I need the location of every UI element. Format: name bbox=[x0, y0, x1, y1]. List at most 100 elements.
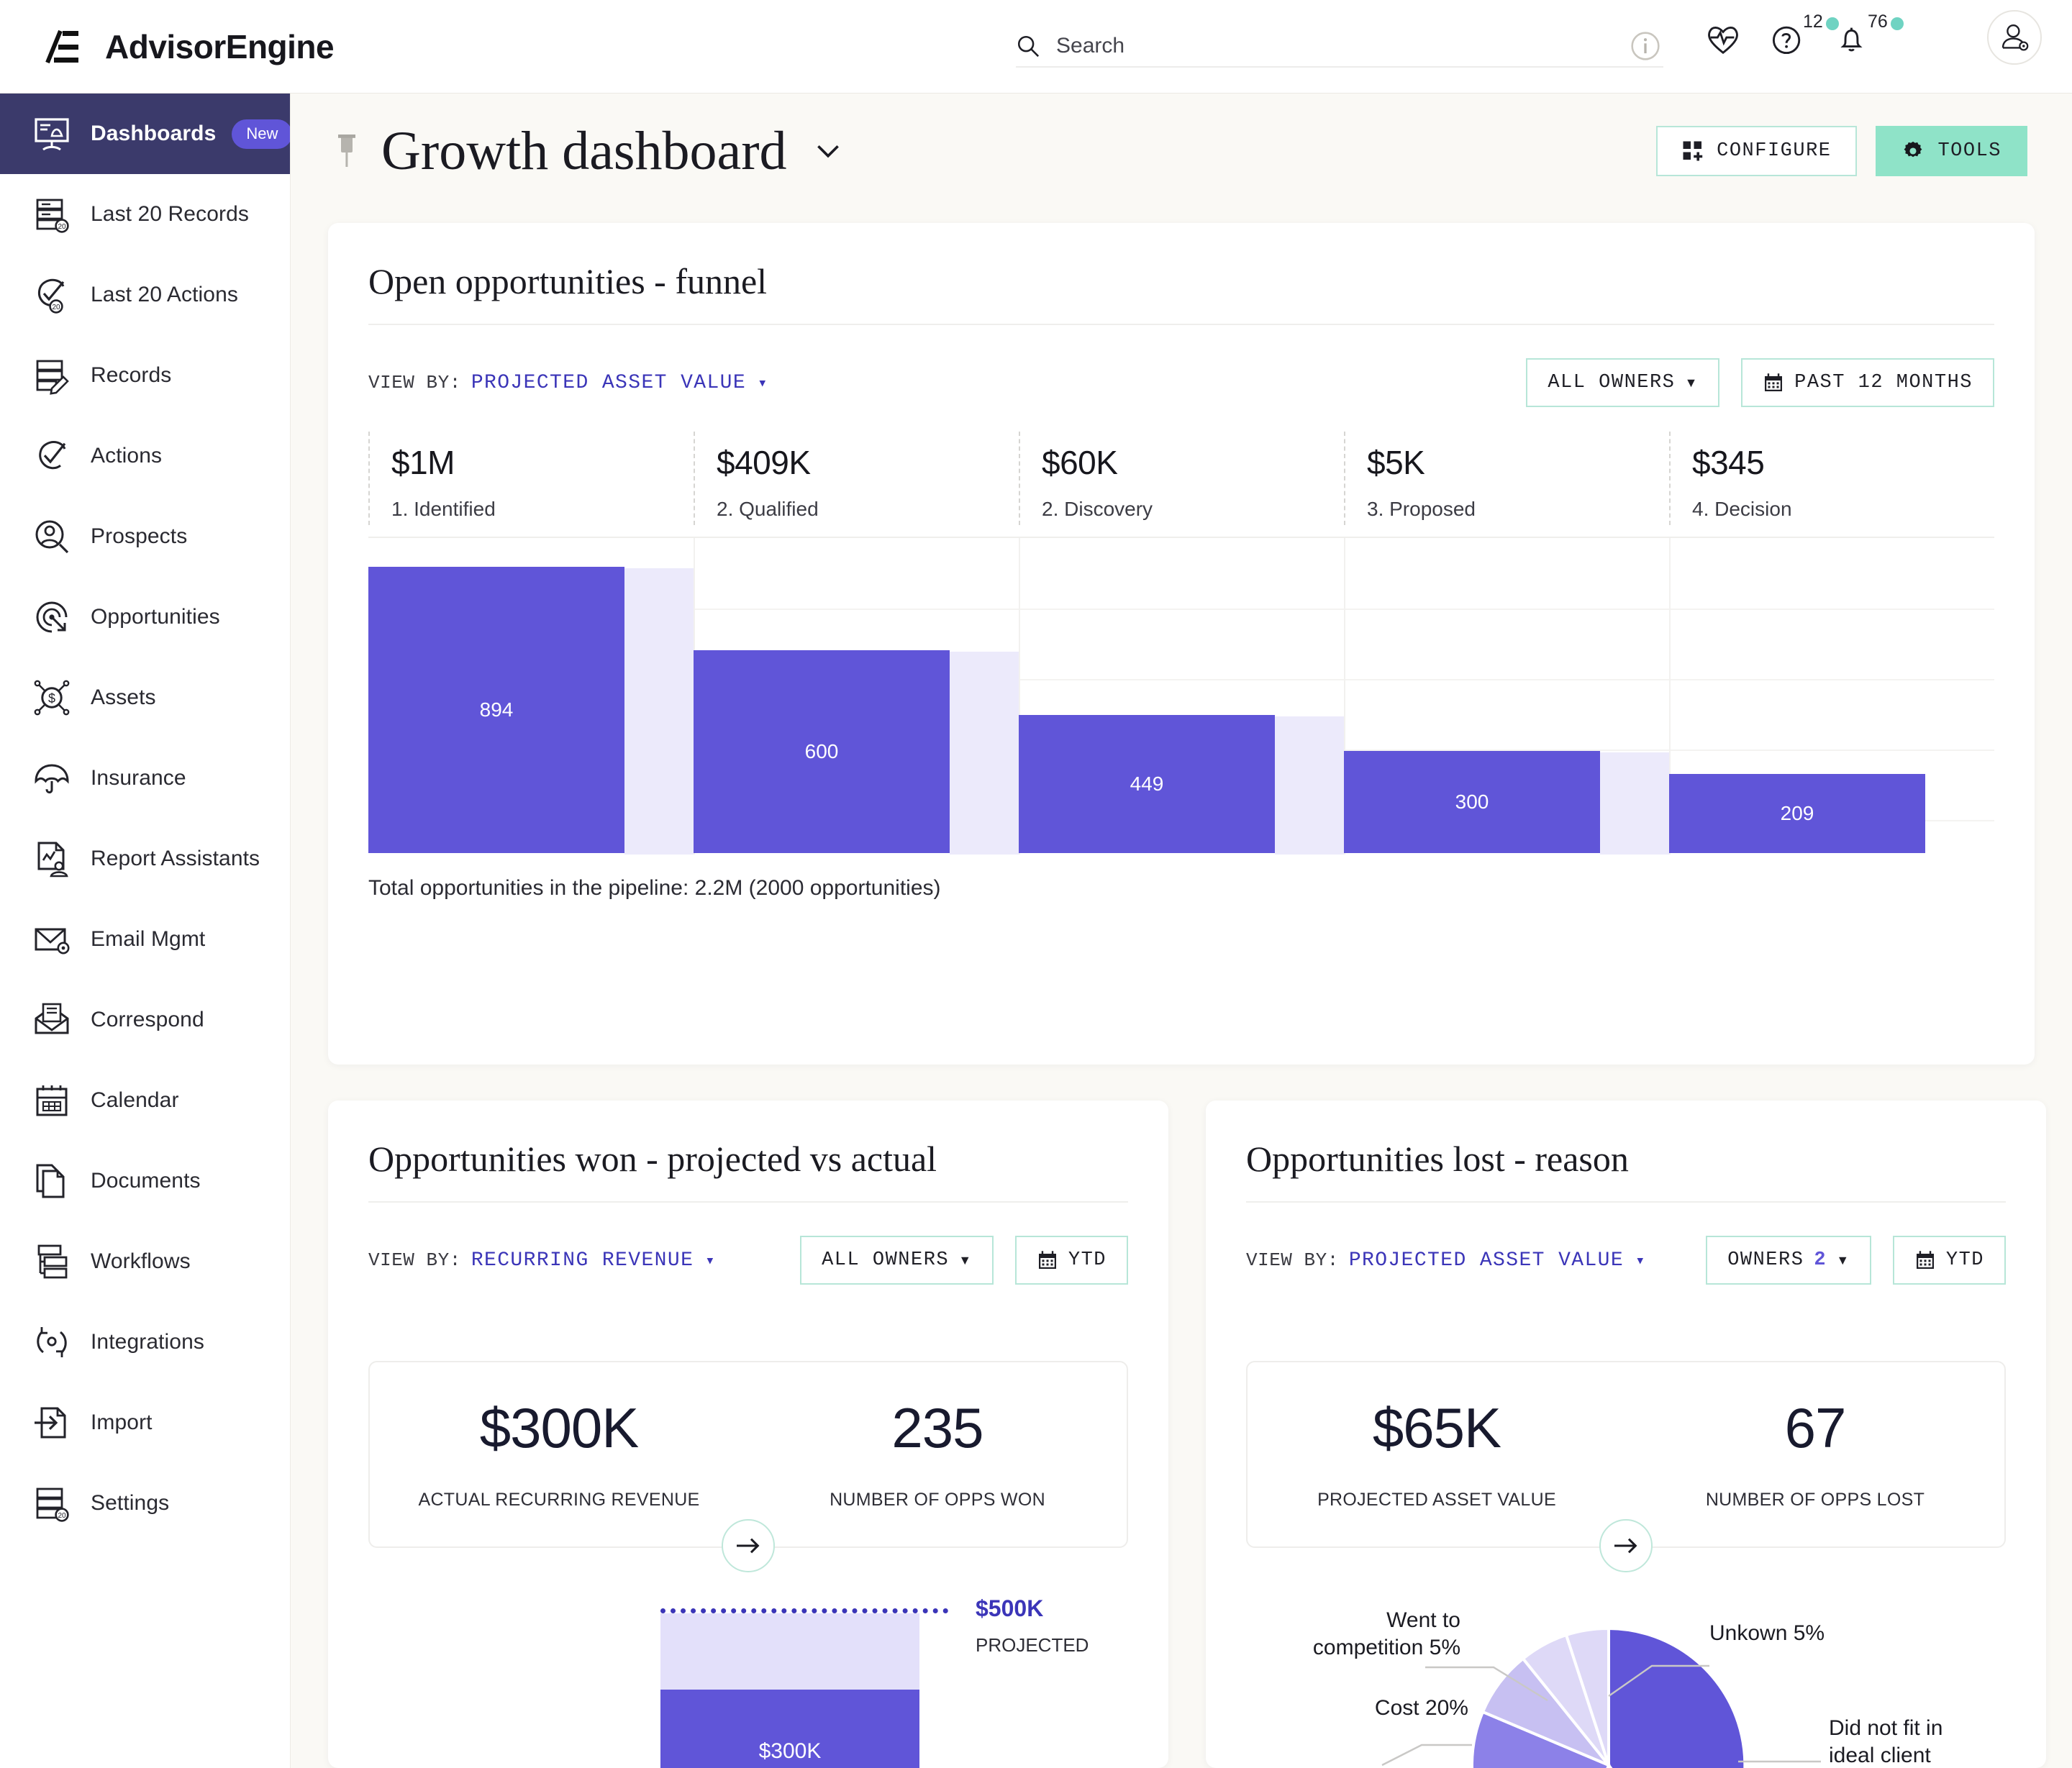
sidebar-item-calendar[interactable]: Calendar bbox=[0, 1060, 290, 1141]
search-bar[interactable] bbox=[1016, 26, 1663, 68]
chevron-down-icon: ▾ bbox=[705, 1252, 716, 1270]
sidebar-item-email-mgmt[interactable]: Email Mgmt bbox=[0, 899, 290, 980]
date-filter-button[interactable]: YTD bbox=[1014, 1236, 1128, 1285]
sidebar-item-label: Workflows bbox=[91, 1249, 191, 1273]
funnel-stage-name: 4. Decision bbox=[1692, 498, 1792, 520]
date-filter-label: YTD bbox=[1945, 1249, 1984, 1271]
sidebar-item-import[interactable]: Import bbox=[0, 1382, 290, 1463]
bell-icon[interactable]: 76 bbox=[1835, 12, 1904, 58]
tools-label: TOOLS bbox=[1937, 140, 2001, 162]
search-input[interactable] bbox=[1056, 30, 1560, 62]
page-header-actions: CONFIGURE TOOLS bbox=[1656, 126, 2027, 176]
pulse-icon[interactable] bbox=[1705, 20, 1741, 58]
sidebar-item-prospects[interactable]: Prospects bbox=[0, 496, 290, 577]
sidebar-item-workflows[interactable]: Workflows bbox=[0, 1221, 290, 1302]
date-filter-label: YTD bbox=[1068, 1249, 1107, 1271]
sidebar-item-label: Integrations bbox=[91, 1330, 204, 1354]
tools-button[interactable]: TOOLS bbox=[1876, 126, 2027, 176]
svg-text:$: $ bbox=[48, 691, 55, 706]
viewby-dropdown[interactable]: PROJECTED ASSET VALUE ▾ bbox=[471, 371, 768, 394]
won-next-button[interactable] bbox=[722, 1519, 775, 1572]
stat-label: NUMBER OF OPPS WON bbox=[830, 1490, 1045, 1510]
integrations-sync-icon bbox=[37, 1327, 67, 1357]
pin-icon[interactable] bbox=[335, 133, 358, 169]
sidebar-item-insurance[interactable]: Insurance bbox=[0, 738, 290, 819]
viewby-dropdown[interactable]: PROJECTED ASSET VALUE ▾ bbox=[1348, 1249, 1646, 1272]
funnel-stage-header: $1M 1. Identified bbox=[368, 432, 694, 525]
stat-projected-asset-value: $65K PROJECTED ASSET VALUE bbox=[1248, 1362, 1626, 1546]
sidebar-item-assets[interactable]: $ Assets bbox=[0, 657, 290, 738]
sidebar-item-actions[interactable]: Actions bbox=[0, 416, 290, 496]
help-circle-icon[interactable]: 12 bbox=[1770, 12, 1839, 58]
funnel-stage-value: $409K bbox=[717, 444, 811, 481]
pie-label-did-not-fit: Did not fit in ideal client bbox=[1829, 1716, 1943, 1768]
funnel-bar[interactable]: 894 bbox=[368, 567, 624, 853]
pie-slice-unkown-b bbox=[1564, 1626, 1610, 1766]
owners-filter-button[interactable]: ALL OWNERS ▾ bbox=[800, 1236, 994, 1285]
sidebar-item-label: Last 20 Records bbox=[91, 202, 249, 226]
date-filter-button[interactable]: PAST 12 MONTHS bbox=[1741, 358, 1994, 407]
owners-filter-button[interactable]: OWNERS 2 ▾ bbox=[1706, 1236, 1871, 1285]
sidebar-item-label: Last 20 Actions bbox=[91, 283, 238, 306]
search-icon bbox=[1017, 35, 1040, 58]
opportunities-won-card: Opportunities won - projected vs actual … bbox=[328, 1101, 1168, 1768]
chevron-down-icon[interactable] bbox=[816, 143, 840, 159]
date-filter-button[interactable]: YTD bbox=[1892, 1236, 2006, 1285]
stat-actual-recurring-revenue: $300K ACTUAL RECURRING REVENUE bbox=[370, 1362, 748, 1546]
sidebar-item-last-20-actions[interactable]: 20 Last 20 Actions bbox=[0, 255, 290, 335]
configure-button[interactable]: CONFIGURE bbox=[1656, 126, 1858, 176]
divider bbox=[1246, 1201, 2006, 1203]
owners-filter-button[interactable]: ALL OWNERS ▾ bbox=[1526, 358, 1720, 407]
pie-slice-did-not-fit bbox=[1607, 1626, 1747, 1768]
help-badge-count: 12 bbox=[1803, 12, 1823, 32]
sidebar-item-settings[interactable]: 20 Settings bbox=[0, 1463, 290, 1544]
brand[interactable]: AdvisorEngine bbox=[45, 27, 335, 66]
chevron-down-icon: ▾ bbox=[1837, 1250, 1850, 1272]
sidebar-item-report-assistants[interactable]: Report Assistants bbox=[0, 819, 290, 899]
lost-next-button[interactable] bbox=[1599, 1519, 1653, 1572]
funnel-bar-value: 894 bbox=[479, 698, 514, 721]
funnel-bar-value: 600 bbox=[804, 740, 839, 762]
funnel-stage-name: 2. Discovery bbox=[1042, 498, 1153, 520]
sidebar-item-label: Opportunities bbox=[91, 605, 220, 629]
sidebar-item-correspond[interactable]: Correspond bbox=[0, 980, 290, 1060]
sidebar-item-last-20-records[interactable]: 20 Last 20 Records bbox=[0, 174, 290, 255]
funnel-total-text: Total opportunities in the pipeline: 2.2… bbox=[368, 876, 941, 900]
sidebar-item-integrations[interactable]: Integrations bbox=[0, 1302, 290, 1382]
funnel-bar[interactable]: 209 bbox=[1669, 774, 1925, 853]
configure-label: CONFIGURE bbox=[1717, 140, 1832, 162]
calendar-icon bbox=[36, 1085, 68, 1116]
funnel-stage-header: $345 4. Decision bbox=[1669, 432, 1994, 525]
sidebar: Dashboards New 20 Last 20 Records 20 bbox=[0, 94, 291, 1768]
info-circle-icon[interactable] bbox=[1630, 30, 1661, 62]
divider bbox=[368, 324, 1994, 325]
prospect-search-icon bbox=[35, 520, 69, 554]
check-circle-icon bbox=[39, 441, 66, 470]
sidebar-item-dashboards[interactable]: Dashboards New bbox=[0, 94, 290, 174]
svg-text:20: 20 bbox=[52, 304, 60, 311]
sidebar-item-opportunities[interactable]: Opportunities bbox=[0, 577, 290, 657]
sidebar-item-records[interactable]: Records bbox=[0, 335, 290, 416]
funnel-bar[interactable]: 300 bbox=[1344, 751, 1600, 853]
sidebar-item-label: Actions bbox=[91, 444, 163, 468]
lost-pie-chart: Went to competition 5% Cost 20% Unkown 5… bbox=[1206, 1587, 2046, 1768]
viewby-dropdown[interactable]: RECURRING REVENUE ▾ bbox=[471, 1249, 716, 1272]
funnel-bar[interactable]: 600 bbox=[694, 650, 950, 853]
won-bar-chart: $300K $500K PROJECTED bbox=[328, 1590, 1168, 1768]
workflow-icon bbox=[37, 1244, 68, 1279]
funnel-card: Open opportunities - funnel VIEW BY: PRO… bbox=[328, 223, 2035, 1065]
funnel-stage-value: $60K bbox=[1042, 444, 1118, 481]
chevron-down-icon: ▾ bbox=[959, 1250, 972, 1272]
avatar[interactable] bbox=[1987, 10, 2042, 65]
chevron-down-icon: ▾ bbox=[758, 374, 768, 393]
funnel-stage-name: 3. Proposed bbox=[1367, 498, 1476, 520]
viewby-label: VIEW BY: bbox=[1246, 1249, 1339, 1271]
sidebar-item-documents[interactable]: Documents bbox=[0, 1141, 290, 1221]
actual-bar-segment[interactable] bbox=[660, 1690, 919, 1768]
funnel-bar[interactable]: 449 bbox=[1019, 715, 1275, 853]
open-envelope-icon bbox=[35, 1003, 69, 1034]
arrow-right-icon bbox=[737, 1538, 760, 1554]
stat-value: 235 bbox=[891, 1396, 983, 1459]
calendar-icon bbox=[1765, 373, 1783, 391]
sidebar-item-label: Report Assistants bbox=[91, 847, 260, 870]
